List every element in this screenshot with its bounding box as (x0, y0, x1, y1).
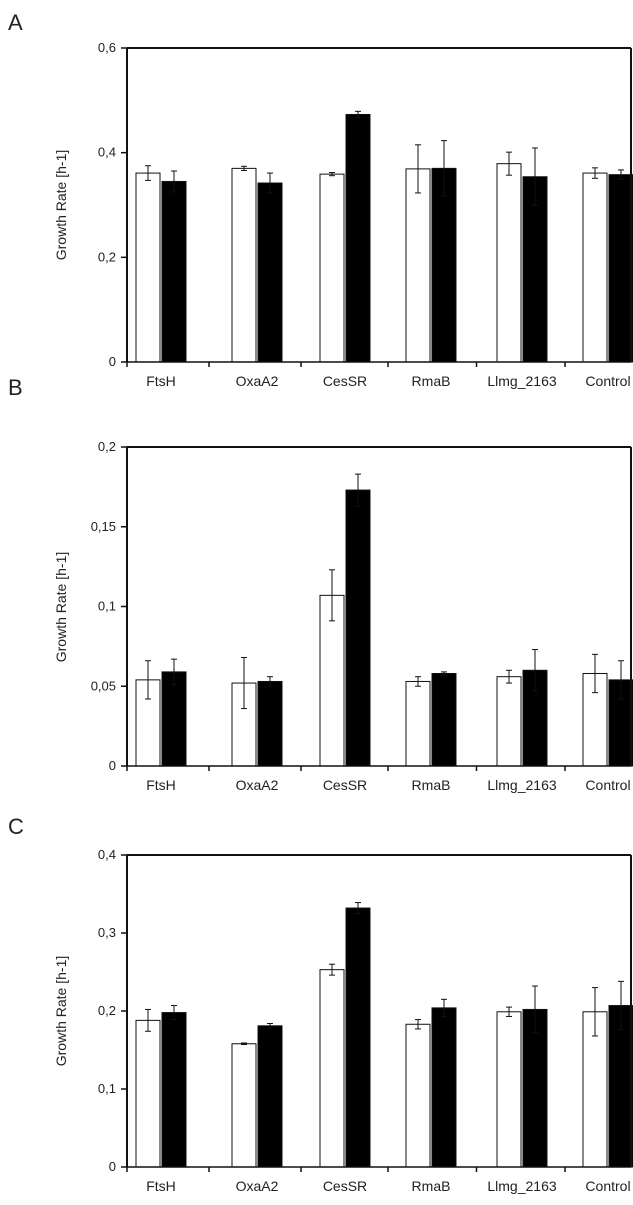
y-tick-label: 0,6 (98, 40, 116, 55)
x-category-label: FtsH (146, 777, 176, 793)
x-category-label: CesSR (323, 777, 367, 793)
bar-white-oxaa2 (231, 1043, 257, 1168)
x-category-label: Llmg_2163 (487, 1178, 556, 1194)
bar-white-cessr (319, 969, 345, 1168)
bar-black-cessr (345, 113, 371, 363)
bar-black-oxaa2 (257, 1025, 283, 1168)
chart-panel-c: C Growth Rate [h-1] 0 0,1 0,2 0,3 0,4 FtsH OxaA2… (8, 814, 633, 1194)
bar-black-cessr (345, 489, 371, 767)
bar-white-cessr (319, 173, 345, 363)
y-tick-label: 0,1 (98, 599, 116, 614)
x-category-label: Control (585, 373, 630, 389)
x-category-label: Llmg_2163 (487, 777, 556, 793)
bar-white-ftsh (135, 172, 161, 363)
bar-white-rmab (405, 680, 431, 767)
x-category-label: RmaB (412, 777, 451, 793)
x-category-label: FtsH (146, 373, 176, 389)
bar-black-ftsh (161, 1012, 187, 1168)
x-category-label: RmaB (412, 1178, 451, 1194)
y-tick-label: 0,2 (98, 249, 116, 264)
y-tick-label: 0,4 (98, 847, 116, 862)
y-tick-label: 0 (109, 1159, 116, 1174)
y-tick-label: 0,2 (98, 439, 116, 454)
bar-black-rmab (431, 672, 457, 767)
bar-white-llmg_2163 (496, 676, 522, 767)
y-tick-label: 0,4 (98, 145, 116, 160)
bar-white-llmg_2163 (496, 163, 522, 363)
bar-black-oxaa2 (257, 680, 283, 767)
bar-black-oxaa2 (257, 182, 283, 363)
bar-white-rmab (405, 1023, 431, 1168)
bar-black-ftsh (161, 671, 187, 767)
bar-white-oxaa2 (231, 167, 257, 363)
y-tick-label: 0 (109, 354, 116, 369)
bar-white-ftsh (135, 1019, 161, 1168)
bar-white-control (582, 172, 608, 363)
y-axis-title: Growth Rate [h-1] (53, 150, 69, 261)
x-category-label: OxaA2 (236, 777, 279, 793)
y-tick-label: 0,05 (91, 678, 116, 693)
panel-letter: A (8, 10, 23, 35)
bar-black-rmab (431, 167, 457, 363)
bar-white-control (582, 1011, 608, 1168)
x-category-label: Control (585, 1178, 630, 1194)
x-category-label: CesSR (323, 1178, 367, 1194)
chart-panel-a: A Growth Rate [h-1] 0 0,2 0,4 0,6 FtsH OxaA2 Ces… (8, 10, 633, 389)
y-axis-title: Growth Rate [h-1] (53, 956, 69, 1067)
x-category-label: RmaB (412, 373, 451, 389)
bar-black-ftsh (161, 180, 187, 363)
y-tick-label: 0,2 (98, 1003, 116, 1018)
y-axis-title: Growth Rate [h-1] (53, 552, 69, 663)
bar-white-llmg_2163 (496, 1011, 522, 1168)
panel-letter: B (8, 375, 23, 400)
bar-white-rmab (405, 168, 431, 363)
x-category-label: OxaA2 (236, 1178, 279, 1194)
bar-black-rmab (431, 1007, 457, 1168)
bar-black-control (608, 174, 633, 363)
bar-black-llmg_2163 (522, 176, 548, 363)
x-category-label: OxaA2 (236, 373, 279, 389)
y-tick-label: 0,15 (91, 519, 116, 534)
y-tick-label: 0,1 (98, 1081, 116, 1096)
x-category-label: FtsH (146, 1178, 176, 1194)
bar-white-cessr (319, 594, 345, 767)
x-category-label: Control (585, 777, 630, 793)
chart-panel-b: B Growth Rate [h-1] 0 0,05 0,1 0,15 0,2 FtsH Oxa… (8, 375, 633, 793)
bar-black-cessr (345, 907, 371, 1168)
y-tick-label: 0 (109, 758, 116, 773)
x-category-label: Llmg_2163 (487, 373, 556, 389)
panel-letter: C (8, 814, 24, 839)
x-category-label: CesSR (323, 373, 367, 389)
y-tick-label: 0,3 (98, 925, 116, 940)
